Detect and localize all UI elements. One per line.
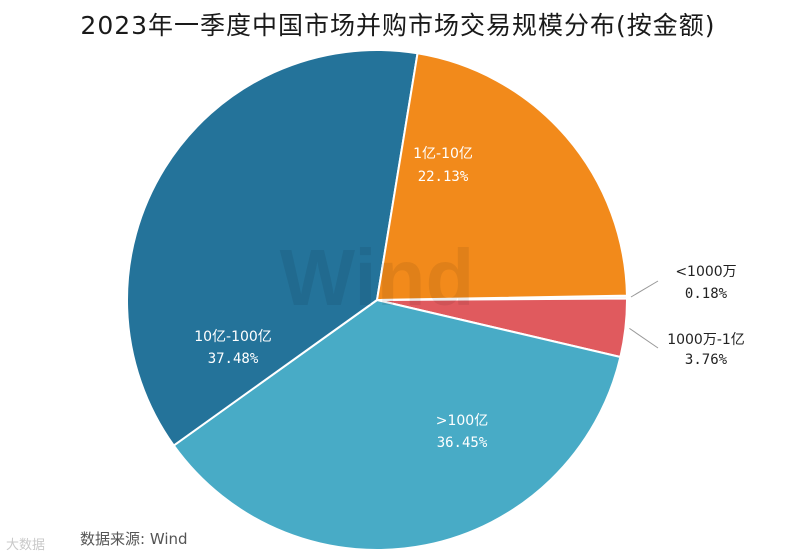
slice-value-label: 0.18% bbox=[685, 286, 728, 302]
leader-line bbox=[629, 327, 659, 349]
slice-label: <1000万 bbox=[675, 264, 736, 280]
slice-label: 1000万-1亿 bbox=[667, 332, 745, 348]
slice-value-label: 22.13% bbox=[418, 169, 469, 185]
pie-slice bbox=[126, 49, 419, 447]
slice-label: >100亿 bbox=[436, 413, 488, 429]
source-note: 数据来源: Wind bbox=[80, 530, 188, 548]
slice-value-label: 37.48% bbox=[208, 351, 259, 367]
chart-title: 2023年一季度中国市场并购市场交易规模分布(按金额) bbox=[80, 11, 716, 40]
slice-value-label: 3.76% bbox=[685, 352, 728, 368]
leader-line bbox=[630, 280, 659, 298]
corner-watermark: 大数据 bbox=[6, 538, 46, 553]
pie-slice bbox=[172, 298, 622, 551]
pie-slice bbox=[375, 52, 628, 302]
slice-value-label: 36.45% bbox=[437, 435, 488, 451]
watermark: Wind bbox=[280, 233, 475, 322]
slice-label: 1亿-10亿 bbox=[413, 146, 473, 162]
slice-label: 10亿-100亿 bbox=[194, 329, 272, 345]
